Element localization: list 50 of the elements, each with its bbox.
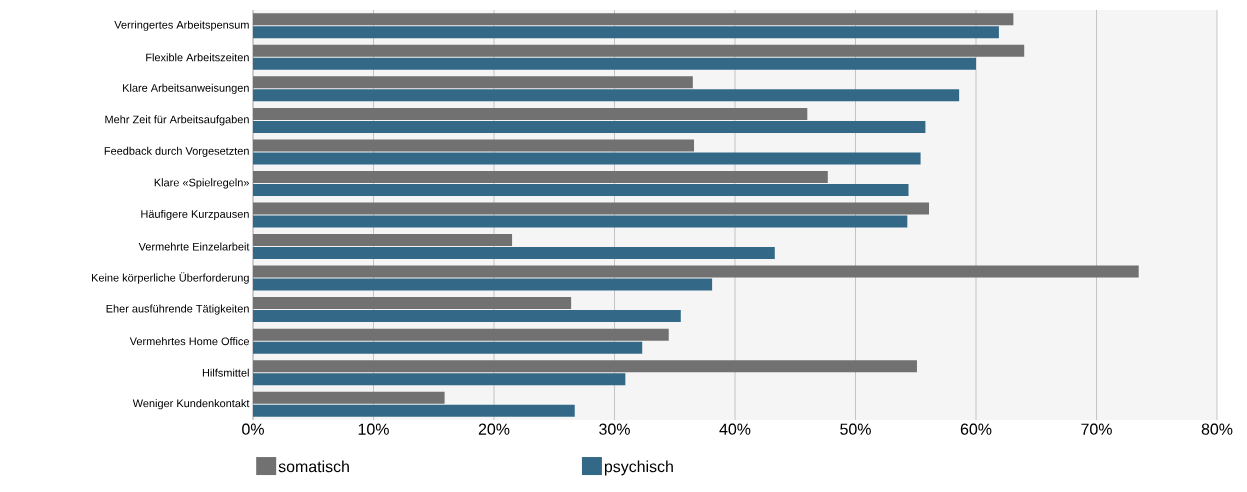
bar <box>253 297 572 310</box>
legend-label: somatisch <box>278 460 349 473</box>
x-tick-label: 60% <box>960 423 992 435</box>
bar <box>253 234 513 247</box>
y-tick-label: Vermehrte Einzelarbeit <box>138 242 250 251</box>
legend-label: psychisch <box>604 460 673 476</box>
bar <box>253 202 930 215</box>
bar <box>253 360 917 373</box>
bar <box>253 183 909 196</box>
bar <box>253 247 775 260</box>
y-tick-label: Mehr Zeit für Arbeitsaufgaben <box>105 115 249 126</box>
x-tick-label: 70% <box>1081 423 1112 435</box>
bar <box>253 120 926 133</box>
bar <box>253 278 713 291</box>
bar <box>253 152 921 165</box>
y-tick-label: Häufigere Kurzpausen <box>141 209 249 221</box>
y-tick-label: Klare Arbeitsanweisungen <box>123 83 249 94</box>
bar <box>253 76 693 89</box>
bar <box>253 215 908 228</box>
bar <box>253 107 808 120</box>
x-tick-label: 50% <box>840 423 871 435</box>
x-tick-label: 80% <box>1201 423 1233 435</box>
bar <box>253 13 1014 26</box>
y-tick-label: Verringertes Arbeitspensum <box>114 20 249 31</box>
bar <box>253 26 999 39</box>
x-tick-label: 30% <box>599 423 630 435</box>
y-tick-label: Weniger Kundenkontakt <box>132 399 250 410</box>
bar <box>253 170 828 183</box>
bar <box>253 139 695 152</box>
y-tick-label: Feedback durch Vorgesetzten <box>104 146 249 158</box>
bar <box>253 44 1025 57</box>
bar <box>253 391 445 404</box>
y-tick-label: Hilfsmittel <box>202 368 249 377</box>
bar <box>253 404 575 417</box>
bar <box>253 265 1139 278</box>
y-tick-label: Vermehrtes Home Office <box>129 337 249 346</box>
x-tick-label: 0% <box>242 423 264 435</box>
y-tick-label: Keine körperliche Überforderung <box>92 272 249 284</box>
bar <box>253 328 669 341</box>
bar <box>253 310 681 323</box>
bar <box>253 341 643 354</box>
x-tick-label: 20% <box>478 423 510 435</box>
bar <box>253 57 977 70</box>
y-tick-label: Flexible Arbeitszeiten <box>146 53 249 62</box>
x-tick-label: 10% <box>358 423 389 435</box>
y-tick-label: Klare «Spielregeln» <box>154 178 249 189</box>
x-tick-label: 40% <box>719 423 751 435</box>
y-tick-label: Eher ausführende Tätigkeiten <box>106 304 249 315</box>
bar <box>253 373 626 386</box>
bar <box>253 89 960 102</box>
